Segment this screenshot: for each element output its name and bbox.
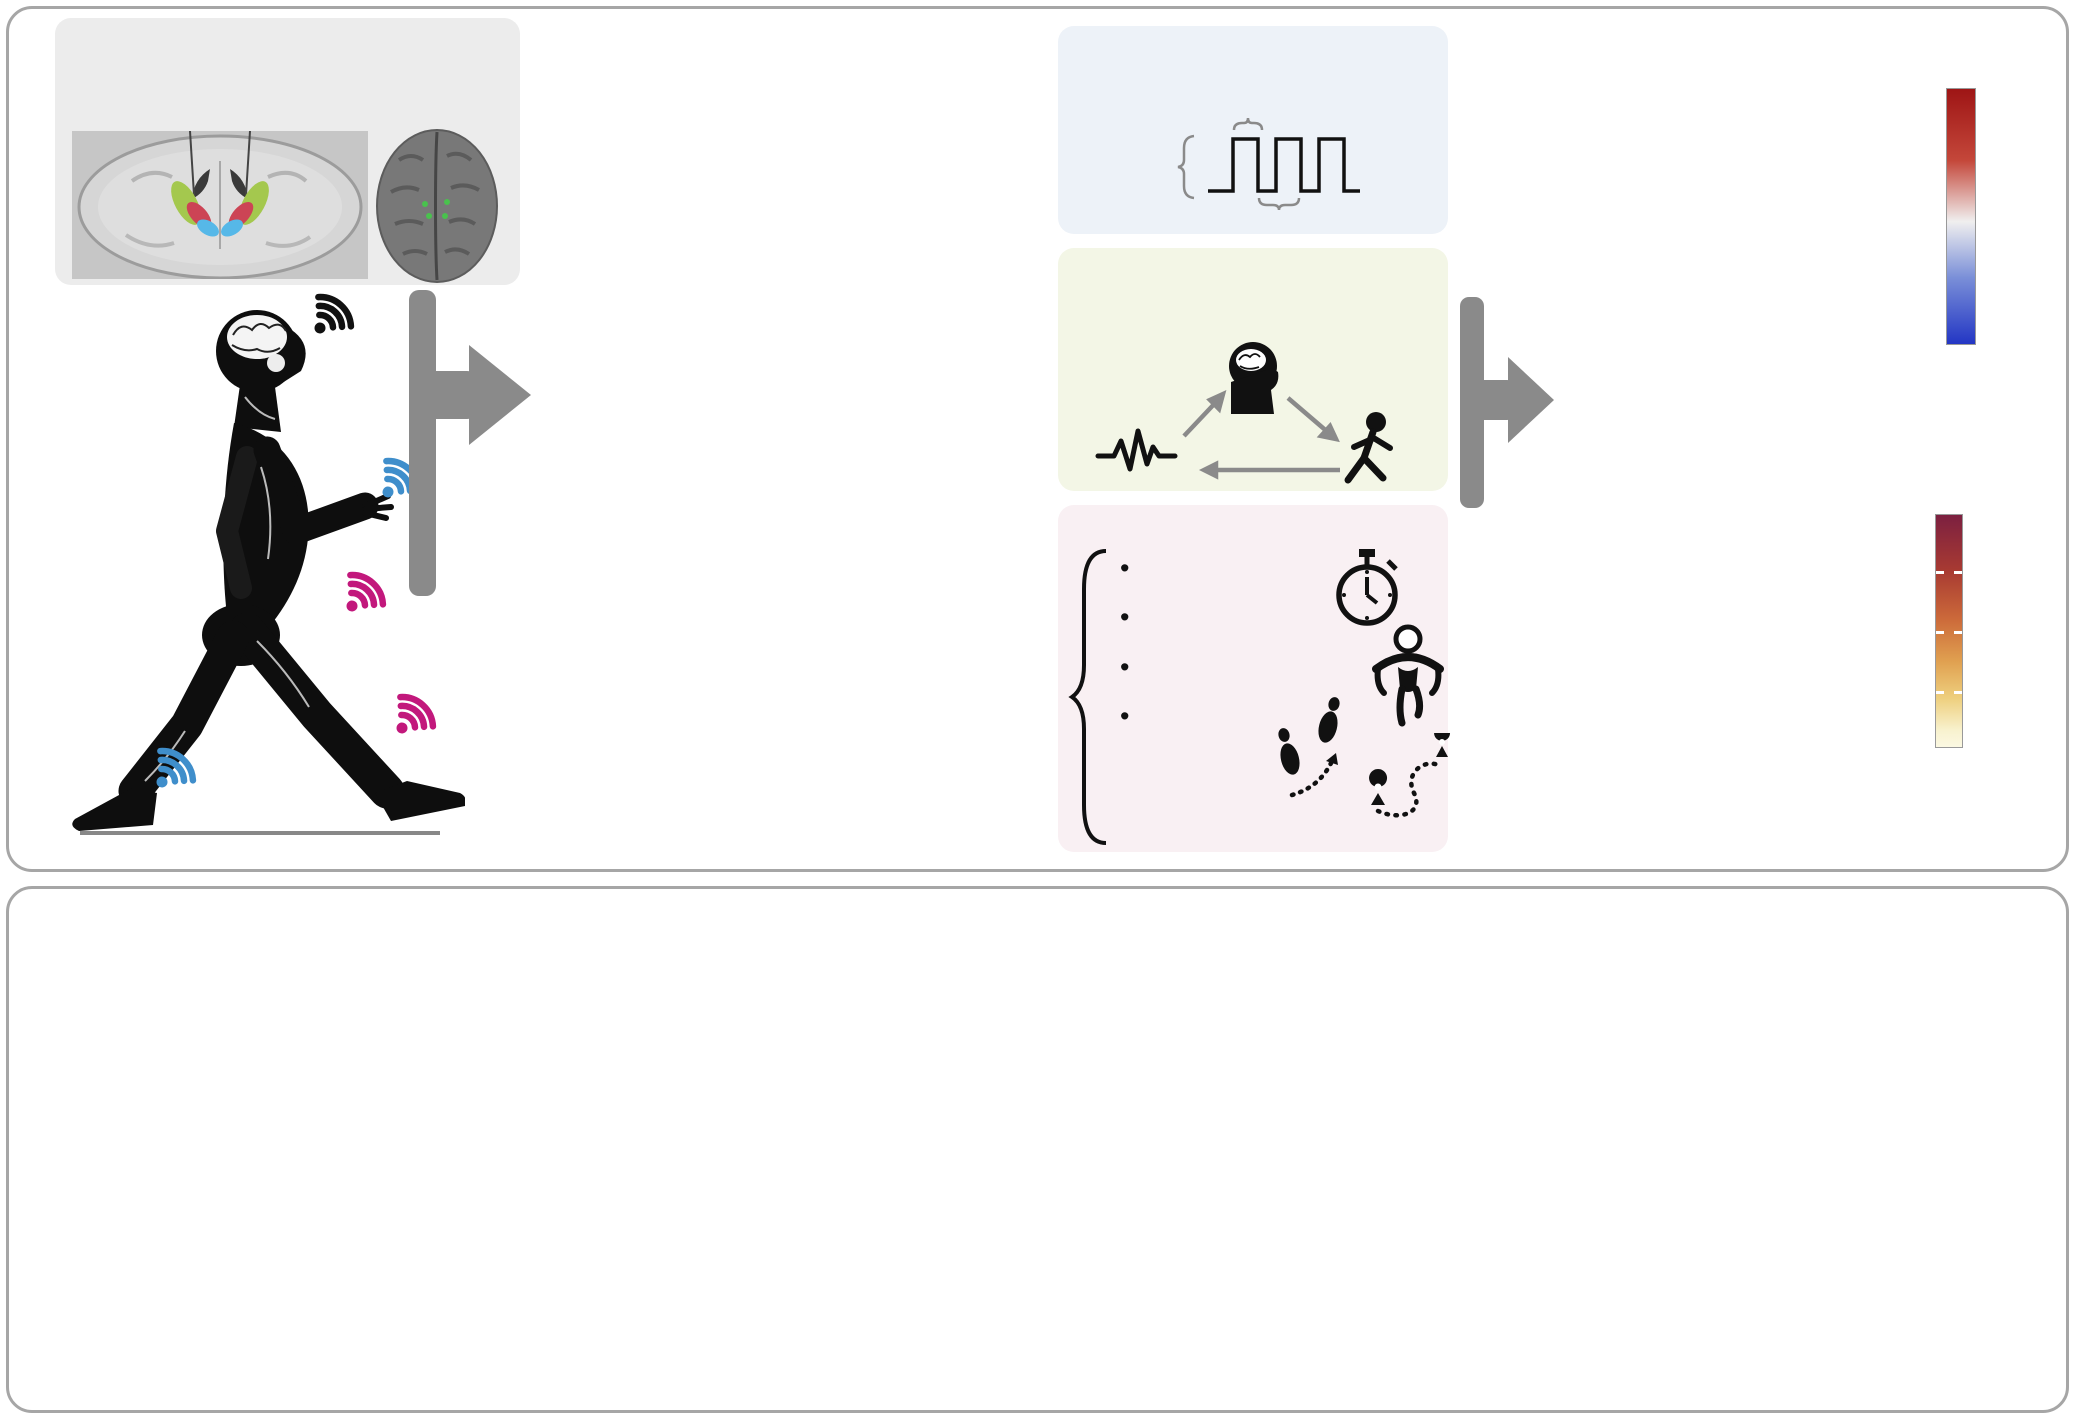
panel-f-box: • • • • xyxy=(1058,505,1450,852)
g-colorbar xyxy=(1946,88,1976,345)
stopwatch-icon xyxy=(1336,549,1398,626)
merge-arrow-icon-2 xyxy=(1460,297,1554,508)
wifi-icon-ankle xyxy=(396,693,437,734)
cycle-arrows xyxy=(1182,389,1340,480)
h-colorbar xyxy=(1935,514,1963,748)
bottom-panel-frame xyxy=(6,886,2069,1413)
dbs-parameter-cube-chart xyxy=(1540,58,1960,418)
dbs-square-wave-icon xyxy=(1177,117,1360,211)
wifi-icon-foot xyxy=(156,747,197,788)
wifi-icon-hip xyxy=(346,571,387,612)
motor-cortex-brain-image xyxy=(376,129,498,283)
panel-a-title xyxy=(55,30,520,64)
panel-a-box xyxy=(55,18,520,285)
route-pins-icon xyxy=(1369,733,1450,818)
panel-d-box xyxy=(1058,26,1448,234)
footprints-icon xyxy=(1278,697,1340,798)
walking-index-items: • • • • xyxy=(1120,553,1130,731)
basal-ganglia-structures xyxy=(171,181,269,237)
panel-e-title xyxy=(1058,262,1448,296)
wifi-icon-head xyxy=(314,293,355,334)
person-top-view-icon xyxy=(1372,624,1444,727)
walking-figure-icon xyxy=(1344,412,1393,484)
brain-icon xyxy=(227,315,287,372)
neurophysiology-diagram xyxy=(1095,342,1393,484)
axial-mri-image xyxy=(72,131,368,279)
merge-arrow-icon-1 xyxy=(409,290,531,596)
list-brace xyxy=(1068,549,1107,845)
walking-person-illustration xyxy=(72,310,465,835)
panel-e-box xyxy=(1058,248,1448,491)
neural-signal-icon xyxy=(1095,428,1178,472)
head-brain-icon xyxy=(1229,342,1279,414)
